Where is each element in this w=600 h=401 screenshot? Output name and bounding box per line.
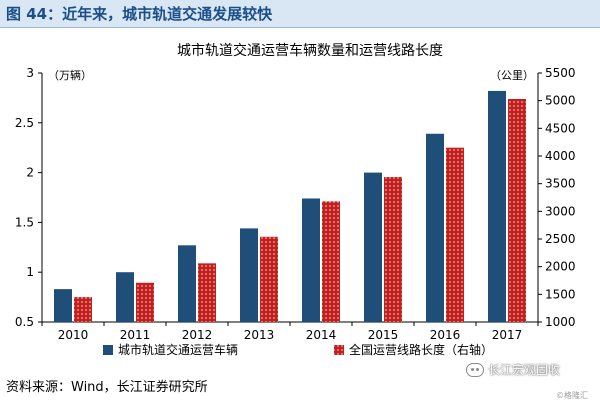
y-right-tick-label: 5000 (545, 94, 576, 108)
wechat-icon (466, 362, 484, 377)
y-left-unit: （万辆） (48, 68, 92, 82)
y-right-tick-label: 4500 (545, 121, 576, 135)
figure-title: 图 44：近年来，城市轨道交通发展较快 (6, 5, 273, 23)
y-right-tick-label: 5500 (545, 66, 576, 80)
bar-vehicles (116, 272, 134, 322)
y-right-tick-label: 3000 (545, 204, 576, 218)
x-tick-label: 2013 (244, 328, 275, 342)
bar-vehicles (426, 133, 444, 322)
bar-line-length (446, 147, 464, 322)
y-right-tick-label: 1500 (545, 287, 576, 301)
bar-line-length (260, 236, 278, 322)
y-left-tick-label: 2.5 (15, 116, 34, 130)
bar-line-length (198, 263, 216, 322)
y-left-tick-label: 1 (26, 265, 34, 279)
bar-line-length (384, 177, 402, 322)
x-tick-label: 2010 (58, 328, 89, 342)
x-tick-label: 2016 (430, 328, 461, 342)
y-right-tick-label: 4000 (545, 149, 576, 163)
bar-vehicles (364, 172, 382, 322)
y-left-tick-label: 1.5 (15, 215, 34, 229)
bar-vehicles (302, 198, 320, 322)
y-right-tick-label: 2500 (545, 232, 576, 246)
y-right-tick-label: 2000 (545, 260, 576, 274)
y-right-tick-label: 1000 (545, 315, 576, 329)
x-tick-label: 2017 (492, 328, 523, 342)
source-note: 资料来源：Wind，长江证券研究所 (6, 380, 208, 395)
chart-title: 城市轨道交通运营车辆数量和运营线路长度 (177, 42, 443, 59)
legend-swatch-vehicles (103, 345, 113, 355)
y-left-tick-label: 3 (26, 66, 34, 80)
bar-line-length (74, 297, 92, 322)
bar-vehicles (240, 228, 258, 322)
watermark-text: 长江宏观固收 (488, 363, 561, 377)
bar-vehicles (178, 245, 196, 322)
chart: 城市轨道交通运营车辆数量和运营线路长度 0.5 1 1.5 2 2.5 3 1000 1500… (15, 42, 576, 357)
y-left-tick-label: 2 (26, 166, 34, 180)
bar-vehicles (54, 289, 72, 322)
bar-line-length (322, 201, 340, 322)
bar-line-length (136, 282, 154, 322)
legend-label-vehicles: 城市轨道交通运营车辆 (118, 342, 238, 357)
figure-header: 图 44：近年来，城市轨道交通发展较快 (0, 0, 600, 28)
y-right-tick-label: 3500 (545, 177, 576, 191)
x-tick-label: 2014 (306, 328, 337, 342)
bar-line-length (508, 99, 526, 322)
watermark-small: ©格隆汇 (556, 391, 588, 400)
x-tick-label: 2015 (368, 328, 399, 342)
bar-vehicles (488, 90, 506, 322)
y-left-tick-label: 0.5 (15, 315, 34, 329)
x-tick-label: 2012 (182, 328, 213, 342)
legend-label-line-length: 全国运营线路长度（右轴） (349, 342, 493, 357)
x-tick-label: 2011 (120, 328, 151, 342)
y-right-unit: （公里） (490, 69, 534, 82)
legend-swatch-line-length (334, 345, 344, 355)
watermark: 长江宏观固收 (466, 361, 560, 378)
